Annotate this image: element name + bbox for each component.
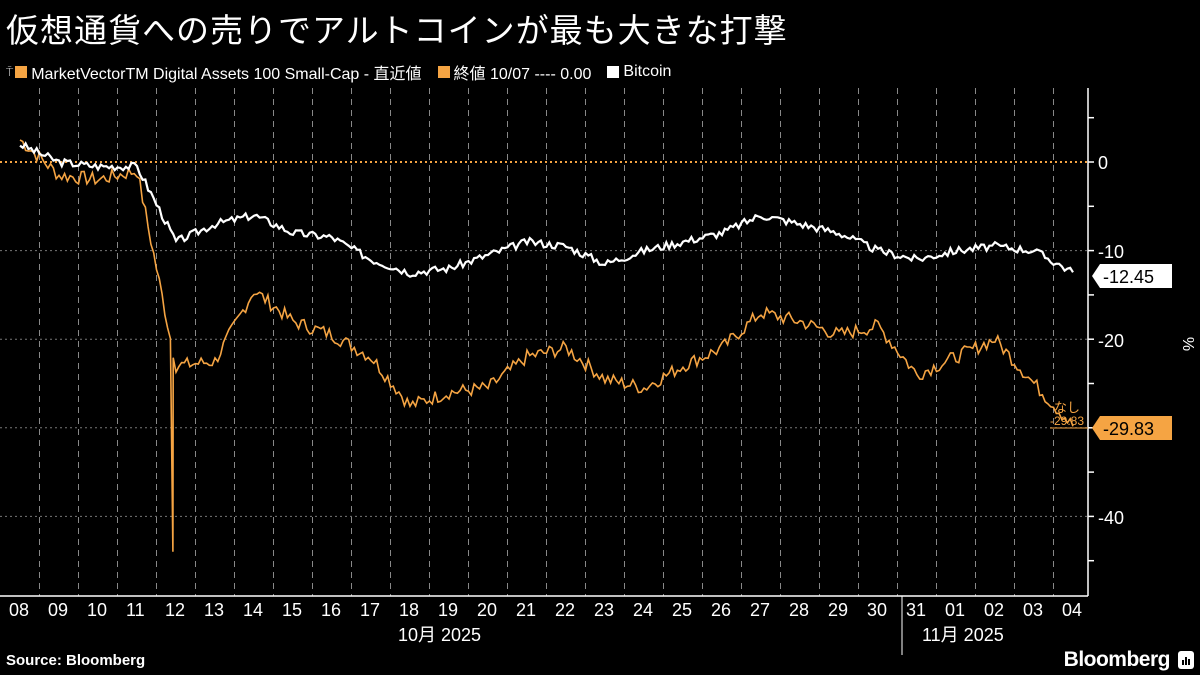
x-tick-label: 27 <box>750 600 770 620</box>
y-ticks <box>1088 116 1094 562</box>
smallcap-series-line <box>19 139 1074 552</box>
y-label-0: 0 <box>1098 153 1108 173</box>
x-tick-label: 12 <box>165 600 185 620</box>
x-tick-label: 16 <box>321 600 341 620</box>
smallcap-last-value-tag <box>1092 416 1172 440</box>
x-tick-label: 10 <box>87 600 107 620</box>
bitcoin-last-value: -12.45 <box>1103 267 1154 287</box>
x-ticks: 08 09 10 11 12 13 14 15 16 17 18 19 20 21 22 23 24 25 26 27… <box>9 600 1082 620</box>
x-tick-label: 25 <box>672 600 692 620</box>
x-tick-label: 23 <box>594 600 614 620</box>
month-label-nov: 11月 2025 <box>922 625 1004 645</box>
y-label-neg10: -10 <box>1098 242 1124 262</box>
y-label-neg20: -20 <box>1098 331 1124 351</box>
legend-swatch-icon <box>607 66 620 78</box>
smallcap-last-value: -29.83 <box>1103 419 1154 439</box>
x-tick-label: 21 <box>516 600 536 620</box>
bitcoin-last-value-tag <box>1092 264 1172 288</box>
month-label-oct: 10月 2025 <box>398 625 481 645</box>
legend-swatch-icon <box>15 66 28 78</box>
x-tick-label: 14 <box>243 600 263 620</box>
x-tick-label: 09 <box>48 600 68 620</box>
chart-title: 仮想通貨への売りでアルトコインが最も大きな打撃 <box>6 11 788 50</box>
annotation-value: -29.83 <box>1050 414 1084 428</box>
y-label-neg40: -40 <box>1098 508 1124 528</box>
x-tick-label: 03 <box>1023 600 1043 620</box>
x-tick-label: 30 <box>867 600 887 620</box>
x-tick-label: 24 <box>633 600 653 620</box>
x-tick-label: 20 <box>477 600 497 620</box>
gridlines <box>0 88 1088 596</box>
x-tick-label: 08 <box>9 600 29 620</box>
legend-item-close: 終値 10/07 ---- 0.00 <box>437 60 591 84</box>
x-tick-label: 11 <box>126 600 145 620</box>
x-tick-label: 31 <box>906 600 926 620</box>
legend-item-smallcap: MarketVectorTM Digital Assets 100 Small-… <box>15 60 422 84</box>
x-tick-label: 04 <box>1062 600 1082 620</box>
x-tick-label: 28 <box>789 600 809 620</box>
bloomberg-logo: Bloomberg <box>1063 648 1171 671</box>
x-tick-label: 15 <box>282 600 302 620</box>
x-tick-label: 18 <box>399 600 419 620</box>
x-tick-label: 17 <box>360 600 380 620</box>
x-tick-label: 22 <box>555 600 575 620</box>
x-tick-label: 29 <box>828 600 848 620</box>
legend: ⍑ MarketVectorTM Digital Assets 100 Smal… <box>6 60 687 84</box>
source-note: Source: Bloomberg <box>6 652 146 669</box>
legend-item-bitcoin: Bitcoin <box>607 63 671 81</box>
y-unit-label: % <box>1179 336 1197 352</box>
bloomberg-chart-icon <box>1178 651 1194 669</box>
x-tick-label: 13 <box>204 600 224 620</box>
legend-swatch-icon <box>437 66 450 78</box>
bitcoin-series-line <box>19 141 1074 278</box>
annotation-label: なし <box>1054 401 1080 416</box>
x-tick-label: 02 <box>984 600 1004 620</box>
x-tick-label: 26 <box>711 600 731 620</box>
x-tick-label: 19 <box>438 600 458 620</box>
x-tick-label: 01 <box>945 600 965 620</box>
pin-icon[interactable]: ⍑ <box>6 64 14 79</box>
